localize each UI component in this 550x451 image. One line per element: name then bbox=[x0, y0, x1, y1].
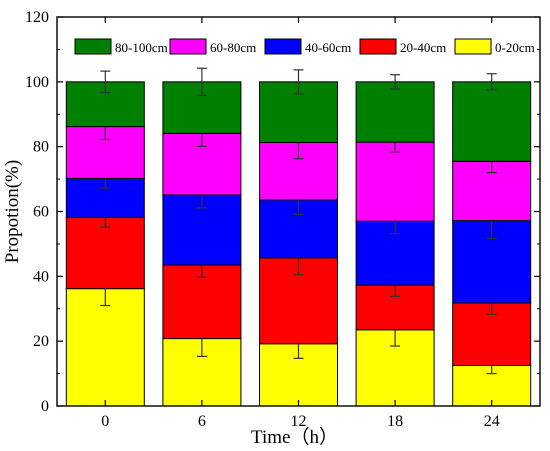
x-tick-label: 0 bbox=[101, 413, 109, 430]
y-tick-label: 100 bbox=[25, 74, 49, 91]
bar-segment bbox=[355, 81, 435, 143]
bar-group-6 bbox=[162, 67, 242, 407]
y-tick-label: 20 bbox=[33, 333, 49, 350]
bar-group-0 bbox=[65, 70, 145, 407]
y-tick-label: 0 bbox=[41, 398, 49, 415]
x-tick-label: 6 bbox=[198, 413, 206, 430]
legend-label: 0-20cm bbox=[495, 40, 535, 55]
bar-segment bbox=[65, 288, 145, 407]
legend-swatch bbox=[264, 38, 302, 55]
legend-label: 40-60cm bbox=[305, 40, 351, 55]
bar-segment bbox=[355, 141, 435, 222]
y-tick-label: 60 bbox=[33, 204, 49, 221]
bar-segment bbox=[452, 81, 532, 162]
y-tick-label: 80 bbox=[33, 139, 49, 156]
legend-swatch bbox=[74, 38, 112, 55]
bar-group-18 bbox=[355, 74, 435, 407]
y-tick-label: 120 bbox=[25, 9, 49, 26]
x-axis-title: Time（h） bbox=[251, 426, 338, 448]
legend: 80-100cm 60-80cm 40-60cm 20-40cm 0-20cm bbox=[72, 36, 535, 57]
x-tick-label: 24 bbox=[484, 413, 500, 430]
legend-label: 20-40cm bbox=[400, 40, 446, 55]
x-tick-label: 18 bbox=[387, 413, 403, 430]
y-tick-label: 40 bbox=[33, 268, 49, 285]
legend-swatch bbox=[359, 38, 397, 55]
bar-segment bbox=[452, 160, 532, 222]
bar-group-24 bbox=[452, 73, 532, 407]
y-axis-title: Propotion(%) bbox=[2, 160, 23, 263]
legend-label: 80-100cm bbox=[115, 40, 168, 55]
legend-swatch bbox=[454, 38, 492, 55]
bar-segment bbox=[65, 216, 145, 290]
legend-label: 60-80cm bbox=[210, 40, 256, 55]
legend-swatch bbox=[169, 38, 207, 55]
x-tick-label: 12 bbox=[291, 413, 307, 430]
bar-group-12 bbox=[259, 69, 338, 407]
